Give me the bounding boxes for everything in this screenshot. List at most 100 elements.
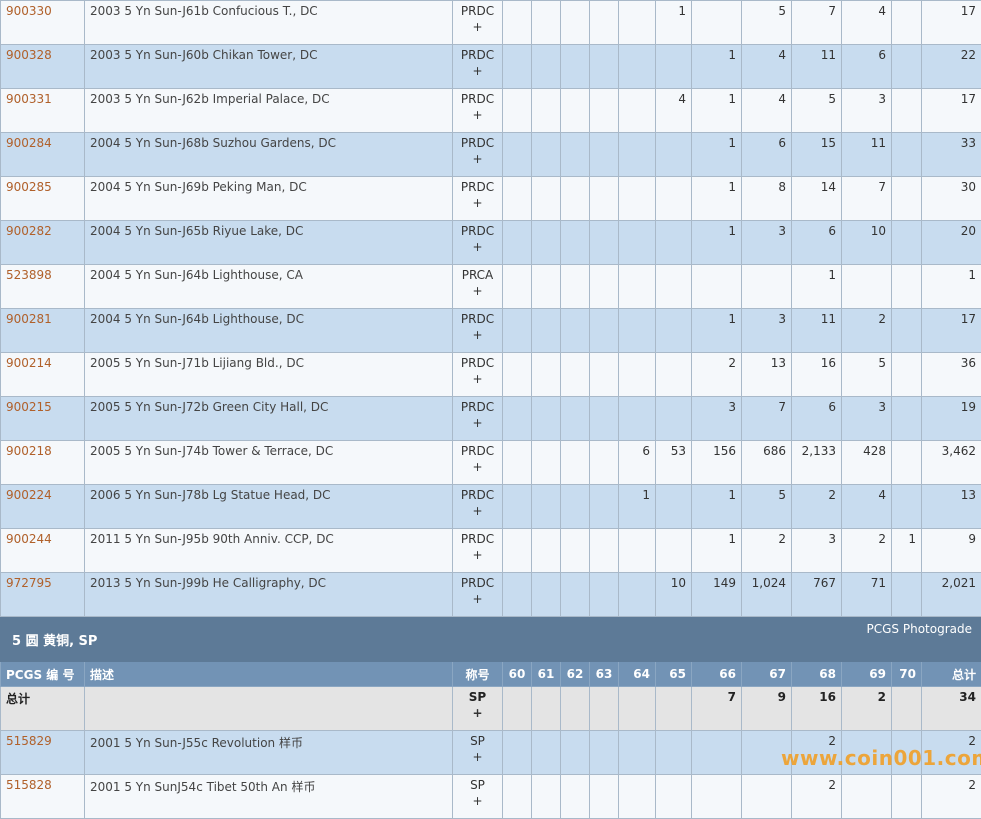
plus-grade-link[interactable]: +	[458, 547, 497, 564]
grade-count-69: 11	[842, 133, 892, 177]
pcgs-number-link[interactable]: 900282	[6, 224, 52, 238]
pcgs-number-link[interactable]: 900218	[6, 444, 52, 458]
grade-count-61	[532, 45, 561, 89]
pcgs-number-link[interactable]: 900224	[6, 488, 52, 502]
plus-grade-link[interactable]: +	[458, 327, 497, 344]
total-g65	[656, 687, 692, 731]
plus-grade-link[interactable]: +	[458, 415, 497, 432]
grade-count-67: 3	[742, 221, 792, 265]
plus-grade-link[interactable]: +	[458, 195, 497, 212]
plus-grade-link[interactable]: +	[458, 749, 497, 766]
grade-count-60	[503, 573, 532, 617]
col-header-total: 总计	[922, 662, 981, 687]
grade-count-63	[590, 309, 619, 353]
designation: PRDC	[458, 312, 497, 327]
grade-count-62	[561, 573, 590, 617]
grade-count-67: 7	[742, 397, 792, 441]
grade-count-70	[892, 265, 922, 309]
designation-cell: PRDC+	[453, 441, 503, 485]
grade-count-62	[561, 177, 590, 221]
col-header-60: 60	[503, 662, 532, 687]
total-plus-link[interactable]: +	[458, 705, 497, 722]
table-row: 900218 2005 5 Yn Sun-J74b Tower & Terrace…	[1, 441, 981, 485]
pcgs-number-link[interactable]: 900328	[6, 48, 52, 62]
grade-count-60	[503, 221, 532, 265]
designation: SP	[458, 734, 497, 749]
pcgs-number-cell: 900284	[1, 133, 85, 177]
grade-count-69: 71	[842, 573, 892, 617]
grade-count-65	[656, 397, 692, 441]
grade-count-66: 149	[692, 573, 742, 617]
pcgs-number-link[interactable]: 900214	[6, 356, 52, 370]
plus-grade-link[interactable]: +	[458, 19, 497, 36]
grade-count-60	[503, 441, 532, 485]
col-header-62: 62	[561, 662, 590, 687]
plus-grade-link[interactable]: +	[458, 371, 497, 388]
pcgs-number-link[interactable]: 900285	[6, 180, 52, 194]
grade-count-63	[590, 731, 619, 775]
grade-count-67: 1,024	[742, 573, 792, 617]
pcgs-number-link[interactable]: 515828	[6, 778, 52, 792]
plus-grade-link[interactable]: +	[458, 107, 497, 124]
grade-count-60	[503, 133, 532, 177]
coin-description: 2004 5 Yn Sun-J68b Suzhou Gardens, DC	[85, 133, 453, 177]
designation: PRDC	[458, 180, 497, 195]
pcgs-number-link[interactable]: 523898	[6, 268, 52, 282]
designation-cell: PRDC+	[453, 133, 503, 177]
designation: PRDC	[458, 532, 497, 547]
designation-cell: SP+	[453, 775, 503, 819]
grade-count-70	[892, 441, 922, 485]
grade-count-total: 2,021	[922, 573, 981, 617]
grade-count-70	[892, 775, 922, 819]
total-g66: 7	[692, 687, 742, 731]
coin-description: 2006 5 Yn Sun-J78b Lg Statue Head, DC	[85, 485, 453, 529]
photograde-link[interactable]: PCGS Photograde	[867, 622, 976, 636]
plus-grade-link[interactable]: +	[458, 63, 497, 80]
grade-count-60	[503, 529, 532, 573]
grade-count-61	[532, 441, 561, 485]
grade-count-69: 2	[842, 529, 892, 573]
col-header-desc: 描述	[85, 662, 453, 687]
designation-cell: PRDC+	[453, 485, 503, 529]
pcgs-number-link[interactable]: 972795	[6, 576, 52, 590]
grade-count-65	[656, 775, 692, 819]
grade-count-60	[503, 265, 532, 309]
col-header-cert: 称号	[453, 662, 503, 687]
grade-count-68: 767	[792, 573, 842, 617]
grade-count-60	[503, 45, 532, 89]
grade-count-70	[892, 177, 922, 221]
plus-grade-link[interactable]: +	[458, 793, 497, 810]
plus-grade-link[interactable]: +	[458, 591, 497, 608]
plus-grade-link[interactable]: +	[458, 283, 497, 300]
col-header-64: 64	[619, 662, 656, 687]
pcgs-number-link[interactable]: 900215	[6, 400, 52, 414]
plus-grade-link[interactable]: +	[458, 151, 497, 168]
grade-count-total: 9	[922, 529, 981, 573]
total-g67: 9	[742, 687, 792, 731]
grade-count-64	[619, 309, 656, 353]
pcgs-number-link[interactable]: 900281	[6, 312, 52, 326]
coin-description: 2004 5 Yn Sun-J65b Riyue Lake, DC	[85, 221, 453, 265]
plus-grade-link[interactable]: +	[458, 239, 497, 256]
pcgs-number-link[interactable]: 900244	[6, 532, 52, 546]
grade-count-68: 11	[792, 309, 842, 353]
plus-grade-link[interactable]: +	[458, 503, 497, 520]
plus-grade-link[interactable]: +	[458, 459, 497, 476]
pcgs-number-link[interactable]: 900331	[6, 92, 52, 106]
grade-count-64	[619, 45, 656, 89]
pcgs-number-cell: 900218	[1, 441, 85, 485]
pcgs-number-link[interactable]: 900330	[6, 4, 52, 18]
pcgs-number-link[interactable]: 900284	[6, 136, 52, 150]
grade-count-70	[892, 573, 922, 617]
grade-count-64	[619, 731, 656, 775]
grade-count-62	[561, 775, 590, 819]
pcgs-number-link[interactable]: 515829	[6, 734, 52, 748]
coin-description: 2005 5 Yn Sun-J74b Tower & Terrace, DC	[85, 441, 453, 485]
grade-count-60	[503, 1, 532, 45]
grade-count-62	[561, 133, 590, 177]
grade-count-61	[532, 485, 561, 529]
